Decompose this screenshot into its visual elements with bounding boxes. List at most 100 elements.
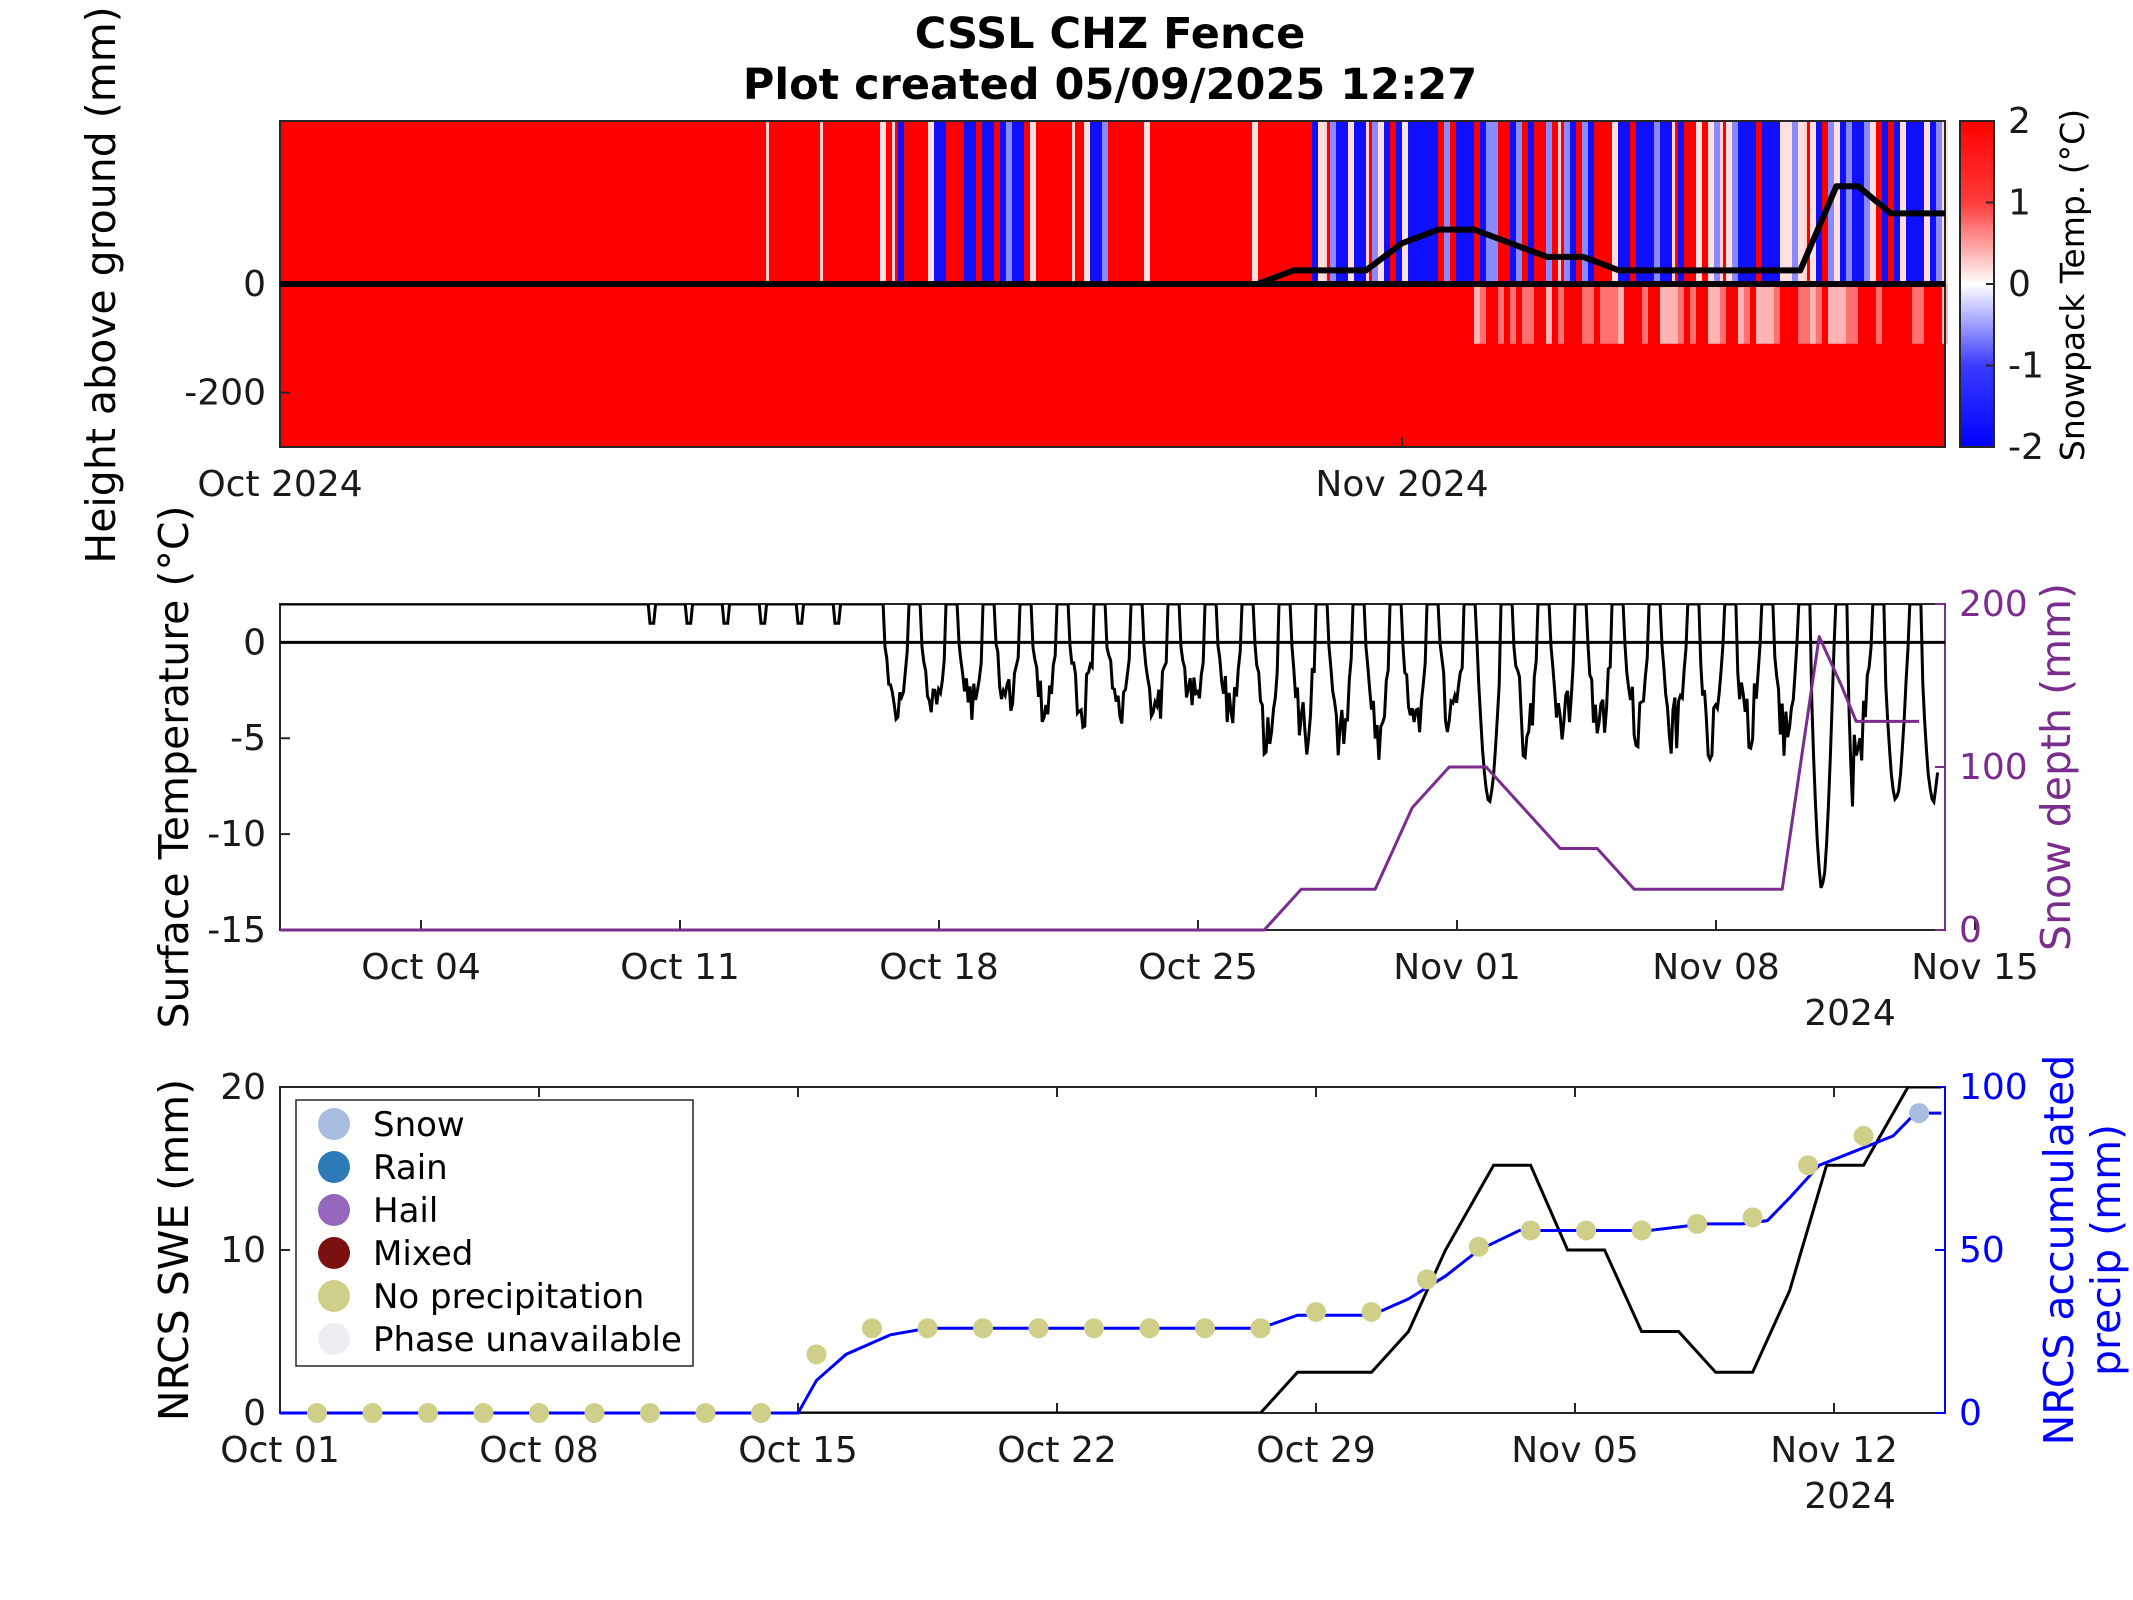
surface-x-tick-label: Oct 04 (361, 947, 481, 988)
heatmap-cell (1660, 121, 1666, 284)
snow-marker (1909, 1103, 1930, 1124)
heatmap-cell (1330, 121, 1336, 284)
heatmap-cell (1102, 121, 1108, 284)
heatmap-cell (1006, 121, 1012, 284)
heatmap-cell (1864, 121, 1870, 284)
heatmap-cell (940, 121, 946, 284)
no-precip-marker (1139, 1318, 1160, 1339)
precip-y-tick-label: 0 (1959, 1393, 1982, 1434)
heatmap-cell (1642, 284, 1648, 344)
heatmap-cell (928, 121, 934, 284)
snow-depth-line (280, 635, 1920, 932)
heatmap-cell (1792, 121, 1798, 284)
legend-marker (318, 1280, 350, 1312)
colorbar-tick-label: 2 (2008, 101, 2031, 142)
heatmap-cell (1762, 284, 1768, 344)
surface-x-tick-label: Nov 08 (1652, 947, 1780, 988)
surface-x-tick-label: Nov 15 (1911, 947, 2039, 988)
heatmap-cell (1612, 121, 1618, 284)
heatmap-cell (1636, 121, 1642, 284)
heatmap-cell (1882, 121, 1888, 284)
surface-y-tick-label: -15 (207, 910, 266, 951)
heatmap-cell (1744, 121, 1750, 284)
no-precip-marker (1028, 1318, 1049, 1339)
heatmap-cell (1810, 284, 1816, 344)
swe-y-tick-label: 20 (220, 1067, 266, 1108)
heatmap-cell (1030, 121, 1036, 284)
heatmap-cell (1780, 121, 1786, 284)
snow-surface-line (280, 183, 1945, 287)
heatmap-cell (1672, 284, 1678, 344)
legend-marker (318, 1237, 350, 1269)
heatmap-cell (1624, 121, 1630, 284)
no-precip-marker (1195, 1318, 1215, 1339)
surface-x-tick-label: Nov 01 (1393, 947, 1521, 988)
no-precip-marker (529, 1403, 549, 1423)
heatmap-cell (1708, 121, 1714, 284)
heatmap-cell (1372, 121, 1378, 284)
heatmap-cell (1930, 121, 1936, 284)
heatmap-cell (1720, 121, 1723, 284)
surface-y-tick-label: -5 (230, 718, 266, 759)
heatmap-cell (1324, 121, 1327, 284)
heatmap-cell (1840, 121, 1846, 284)
heatmap-cell (1018, 121, 1024, 284)
no-precip-marker (1468, 1236, 1489, 1257)
heatmap-cell (766, 121, 769, 284)
precip-y-axis-label-line1: NRCS accumulated (2035, 1055, 2083, 1446)
heatmap-cell (982, 121, 988, 284)
no-precip-marker (418, 1403, 438, 1423)
legend-box (295, 1099, 694, 1367)
heatmap-cell (1486, 121, 1492, 284)
heatmap-cell (1462, 121, 1468, 284)
heatmap-cell (1642, 121, 1648, 284)
heatmap-cell (1738, 121, 1744, 284)
heatmap-cell (970, 121, 976, 284)
heatmap-cell (1846, 284, 1852, 344)
heatmap-cell (1672, 121, 1675, 284)
heatmap-cell (1336, 121, 1342, 284)
surface-y-tick-label: -10 (207, 814, 266, 855)
heatmap-cell (1252, 121, 1258, 284)
heatmap-cell (820, 121, 823, 284)
heatmap-cell (1414, 121, 1420, 284)
heatmap-cell (1798, 284, 1804, 344)
no-precip-marker (973, 1318, 993, 1339)
heatmap-cell (1828, 284, 1834, 344)
heatmap-x-tick-label: Oct 2024 (197, 464, 362, 505)
heatmap-cell (1912, 284, 1918, 344)
no-precip-marker (917, 1318, 938, 1339)
heatmap-cell (1492, 121, 1498, 284)
heatmap-cell (1912, 121, 1918, 284)
heatmap-cell (1714, 284, 1720, 344)
no-precip-marker (1417, 1269, 1437, 1290)
legend-label: Phase unavailable (373, 1320, 682, 1360)
legend-label: Rain (373, 1148, 448, 1188)
heatmap-y-tick-label: -200 (184, 373, 266, 414)
heatmap-cell (1744, 284, 1750, 344)
legend-label: No precipitation (373, 1277, 644, 1317)
heatmap-cell (1612, 284, 1618, 344)
heatmap-cell (1726, 121, 1732, 284)
legend-marker (318, 1323, 350, 1355)
heatmap-cell (1816, 121, 1822, 284)
colorbar-tick-label: 1 (2008, 183, 2031, 224)
legend-label: Snow (373, 1105, 465, 1145)
heatmap-cell (1714, 121, 1720, 284)
heatmap-cell (1510, 284, 1516, 344)
heatmap-cell (1408, 121, 1414, 284)
no-precip-marker (1250, 1318, 1271, 1339)
heatmap-cell (1852, 121, 1858, 284)
heatmap-cell (1606, 284, 1612, 344)
heatmap-cell (1918, 284, 1924, 344)
heatmap-cell (1906, 121, 1912, 284)
swe-y-axis-label: NRCS SWE (mm) (150, 1079, 198, 1421)
colorbar-label: Snowpack Temp. (°C) (2053, 109, 2092, 461)
heatmap-cell (1840, 284, 1846, 344)
heatmap-cell (1402, 121, 1408, 284)
no-precip-marker (806, 1344, 827, 1365)
heatmap-x-tick-label: Nov 2024 (1315, 464, 1488, 505)
no-precip-marker (1853, 1125, 1874, 1146)
heatmap-cell (1786, 121, 1792, 284)
